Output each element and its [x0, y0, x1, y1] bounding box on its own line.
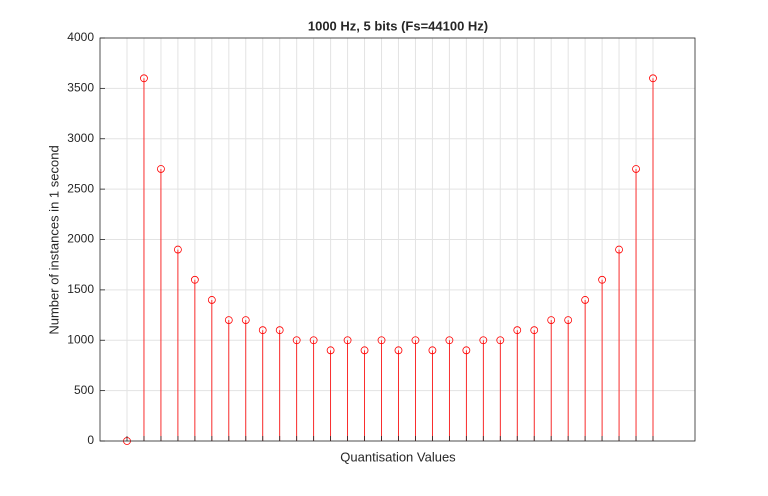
x-axis-label: Quantisation Values — [340, 449, 456, 464]
stem-marker — [632, 165, 640, 173]
stem-marker — [445, 336, 454, 345]
y-tick-label: 3500 — [67, 81, 94, 95]
stem-marker — [513, 326, 522, 335]
stem-marker — [530, 326, 539, 335]
stem-marker — [615, 245, 623, 254]
stem-marker — [598, 275, 606, 284]
stem-marker — [343, 336, 352, 345]
stem-marker — [428, 346, 437, 355]
y-tick-label: 3000 — [67, 131, 94, 145]
y-axis-label: Number of instances in 1 second — [46, 145, 61, 334]
stem-marker — [241, 316, 250, 325]
stem-marker — [581, 296, 590, 304]
marks — [123, 74, 657, 445]
stem-marker — [275, 326, 284, 335]
stem-marker — [207, 296, 216, 304]
y-tick-label: 0 — [87, 433, 94, 447]
stem-marker — [547, 316, 556, 325]
stem-marker — [479, 336, 488, 345]
stem-marker — [292, 336, 301, 345]
y-tick-label: 2500 — [67, 181, 94, 195]
stem-marker — [309, 336, 318, 345]
stem-marker — [394, 346, 403, 355]
stem-marker — [174, 245, 182, 254]
stem-marker — [140, 74, 148, 83]
y-tick-label: 1500 — [67, 282, 94, 296]
stem-marker — [258, 326, 267, 335]
chart-title: 1000 Hz, 5 bits (Fs=44100 Hz) — [308, 18, 488, 33]
y-tick-label: 1000 — [67, 332, 94, 346]
y-tick-label: 2000 — [67, 232, 94, 246]
stem-marker — [649, 74, 657, 83]
stem-marker — [360, 346, 369, 355]
stem-marker — [564, 316, 573, 325]
stem-marker — [411, 336, 420, 345]
y-tick-label: 4000 — [67, 30, 94, 44]
stem-marker — [326, 346, 335, 355]
stem-marker — [462, 346, 471, 355]
y-tick-label: 500 — [74, 383, 94, 397]
stem-marker — [224, 316, 233, 325]
stem-marker — [496, 336, 505, 345]
stem-marker — [157, 165, 165, 173]
stem-marker — [190, 275, 199, 284]
stem-marker — [377, 336, 386, 345]
